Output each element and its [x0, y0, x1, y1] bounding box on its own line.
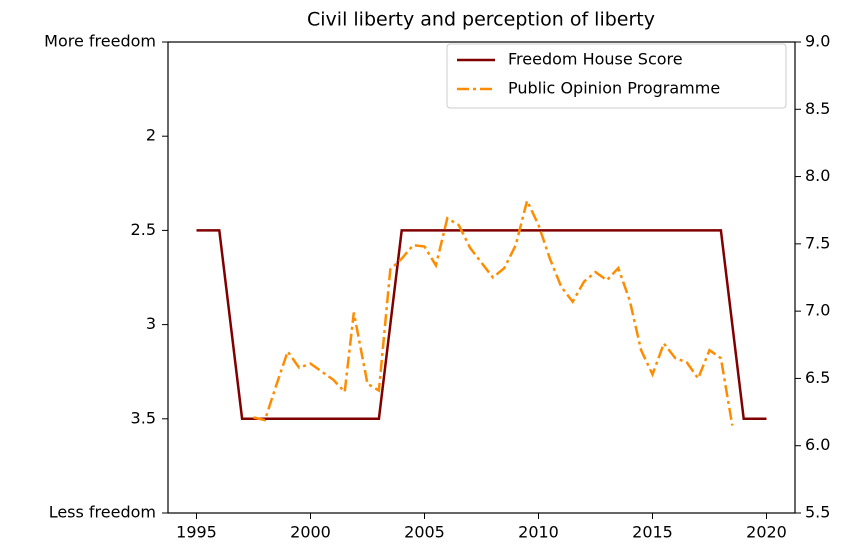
x-tick-label: 2020: [746, 523, 787, 542]
x-tick-label: 2015: [632, 523, 673, 542]
y2-tick-label: 9.0: [805, 32, 830, 51]
y2-tick-label: 6.5: [805, 368, 830, 387]
y-tick-label: 2.5: [131, 220, 156, 239]
y-tick-label: 3: [146, 314, 156, 333]
legend-box: [446, 43, 787, 109]
chart-title: Civil liberty and perception of liberty: [307, 9, 655, 31]
y2-tick-label: 5.5: [805, 503, 830, 522]
series-line: [196, 229, 767, 421]
x-tick-label: 2010: [518, 523, 559, 542]
series-line: [253, 197, 734, 426]
y-tick-label: 2: [146, 126, 156, 145]
y-tick-label: More freedom: [44, 32, 156, 51]
y2-tick-label: 6.0: [805, 435, 830, 454]
x-tick-label: 2005: [404, 523, 445, 542]
x-tick-label: 1995: [176, 523, 217, 542]
legend-label: Freedom House Score: [508, 50, 683, 69]
y-tick-label: 3.5: [131, 408, 156, 427]
y2-tick-label: 7.5: [805, 233, 830, 252]
y-tick-label: Less freedom: [49, 503, 156, 522]
y2-tick-label: 8.0: [805, 166, 830, 185]
legend-label: Public Opinion Programme: [508, 79, 720, 98]
x-tick-label: 2000: [290, 523, 331, 542]
y2-tick-label: 7.0: [805, 301, 830, 320]
plot-frame: [167, 41, 796, 514]
y2-tick-label: 8.5: [805, 99, 830, 118]
